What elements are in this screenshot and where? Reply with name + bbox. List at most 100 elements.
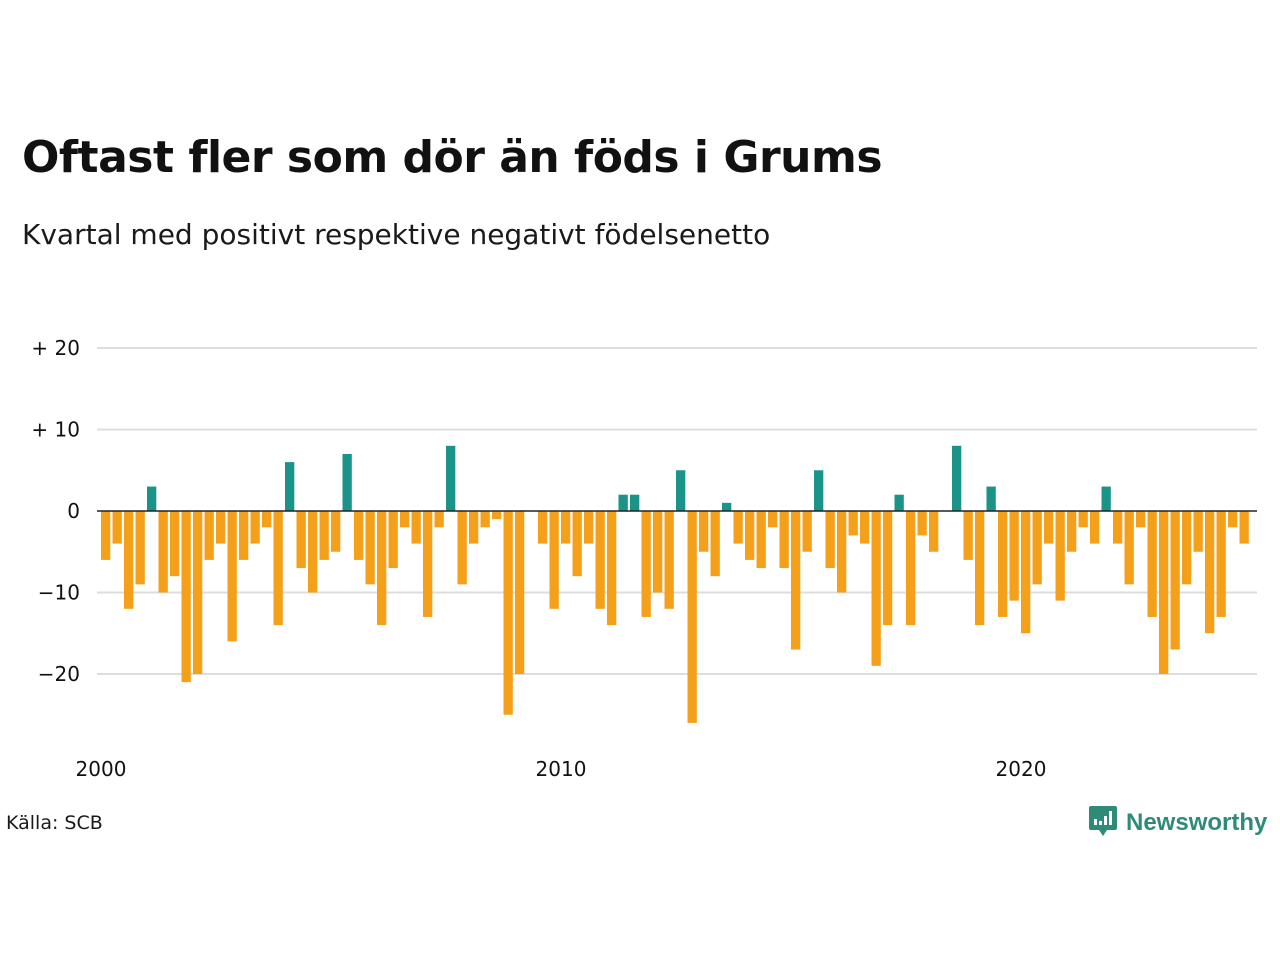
x-tick-label: 2020 [996,757,1047,781]
bar-negative [480,511,490,528]
bar-negative [929,511,939,552]
bar-negative [1055,511,1065,601]
bar-negative [848,511,858,536]
bar-negative [779,511,789,569]
bar-negative [607,511,617,626]
bar-negative [710,511,720,577]
bar-negative [331,511,341,552]
bar-negative [653,511,663,593]
y-tick-label: −20 [38,662,80,686]
bar-negative [1147,511,1157,617]
bar-negative [377,511,387,626]
bar-negative [595,511,605,609]
bar-negative [1009,511,1019,601]
bar-negative [1170,511,1180,650]
chart-title: Oftast fler som dör än föds i Grums [22,132,883,183]
bar-negative [457,511,467,585]
bar-negative [239,511,249,560]
bar-chart: + 20 + 10 0 −10 −20 2000 2010 2020 [31,336,1257,781]
bar-positive [147,486,157,511]
bar-negative [1021,511,1031,634]
bar-negative [791,511,801,650]
bar-positive [342,453,352,511]
bar-negative [170,511,180,577]
bar-negative [538,511,548,544]
y-tick-label: 0 [67,499,80,523]
bar-negative [1090,511,1100,544]
gridlines [97,347,1257,675]
bar-negative [641,511,651,617]
bar-negative [515,511,525,674]
bar-negative [434,511,444,528]
bar-negative [124,511,134,609]
bar-negative [1067,511,1077,552]
bar-negative [250,511,260,544]
bar-positive [630,494,640,511]
bar-negative [860,511,870,544]
bar-negative [1124,511,1134,585]
bar-negative [1136,511,1146,528]
bar-negative [1032,511,1042,585]
bar-negative [584,511,594,544]
bar-negative [492,511,502,520]
bar-negative [469,511,479,544]
bar-positive [676,470,686,511]
bar-positive [722,502,732,511]
bar-negative [664,511,674,609]
bar-negative [768,511,778,528]
bar-negative [687,511,697,723]
bar-negative [319,511,329,560]
bar-negative [1113,511,1123,544]
bar-positive [952,445,962,511]
bar-negative [308,511,318,593]
bar-negative [181,511,191,683]
bar-negative [204,511,214,560]
y-axis-labels: + 20 + 10 0 −10 −20 [31,336,80,686]
bar-negative [365,511,375,585]
bar-negative [699,511,709,552]
newsworthy-logo-icon [1088,804,1118,842]
x-axis-labels: 2000 2010 2020 [76,757,1047,781]
bar-negative [883,511,893,626]
bar-negative [837,511,847,593]
bar-negative [400,511,410,528]
bar-negative [963,511,973,560]
y-tick-label: + 10 [31,418,80,442]
bar-negative [296,511,306,569]
bar-negative [1216,511,1226,617]
bar-positive [894,494,904,511]
bar-negative [1239,511,1249,544]
bar-positive [814,470,824,511]
bar-negative [503,511,513,715]
bar-negative [423,511,433,617]
bar-negative [549,511,559,609]
bar-negative [561,511,571,544]
bar-negative [135,511,145,585]
bar-negative [1159,511,1169,674]
bar-negative [216,511,226,544]
bar-positive [986,486,996,511]
bar-negative [262,511,272,528]
brand-logo: Newsworthy [1088,804,1267,842]
bar-negative [112,511,122,544]
bar-negative [975,511,985,626]
bar-negative [733,511,743,544]
bar-negative [1205,511,1215,634]
bar-negative [745,511,755,560]
bar-negative [998,511,1008,617]
bar-negative [1044,511,1054,544]
y-tick-label: + 20 [31,336,80,360]
bar-negative [227,511,237,642]
bar-negative [756,511,766,569]
bar-negative [273,511,283,626]
bar-negative [101,511,111,560]
source-note: Källa: SCB [6,812,103,834]
bar-negative [802,511,812,552]
bar-negative [871,511,881,666]
bar-positive [1101,486,1111,511]
bar-negative [158,511,168,593]
bar-positive [285,462,295,511]
bar-negative [825,511,835,569]
bar-negative [354,511,364,560]
bars [101,445,1249,723]
